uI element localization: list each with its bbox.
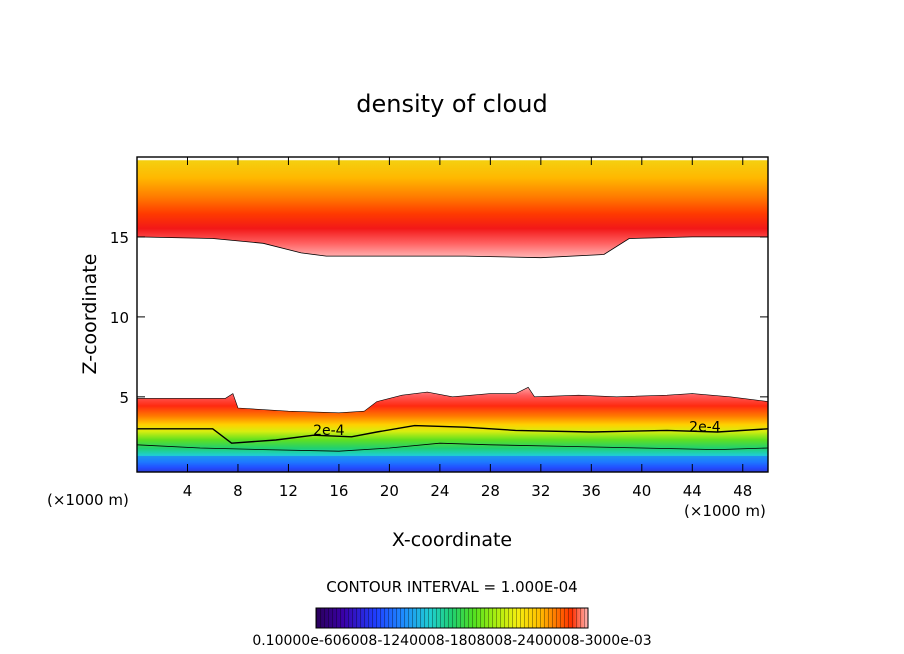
contour-labels: 2e-4 2e-4	[313, 420, 721, 439]
x-axis-label: X-coordinate	[392, 529, 512, 551]
x-tick-label-44: 44	[683, 482, 702, 500]
y-axis-ticks: 5 10 15	[110, 229, 768, 407]
x-tick-label-16: 16	[329, 482, 348, 500]
chart-title: density of cloud	[356, 90, 547, 118]
contour-label-0: 2e-4	[313, 423, 345, 439]
contour-label-1: 2e-4	[689, 420, 721, 436]
x-tick-label-28: 28	[481, 482, 500, 500]
lower-cloud-layer	[137, 387, 768, 472]
upper-cloud-layer	[137, 160, 768, 258]
lower-layer-edge-contour	[137, 386, 768, 414]
contour-line-1e-4	[137, 442, 768, 452]
y-tick-label-15: 15	[110, 229, 129, 247]
x-tick-label-24: 24	[430, 482, 449, 500]
x-tick-label-4: 4	[183, 482, 193, 500]
colorbar-frame	[315, 607, 589, 629]
plot-frame	[136, 156, 769, 473]
x-unit-left: (×1000 m)	[47, 491, 129, 509]
surface-band	[137, 456, 768, 472]
x-tick-label-20: 20	[380, 482, 399, 500]
x-tick-label-40: 40	[632, 482, 651, 500]
plot-area	[137, 160, 768, 472]
x-unit-right: (×1000 m)	[684, 502, 766, 520]
contour-line-2e-4	[137, 424, 768, 444]
upper-layer-edge-contour	[137, 236, 768, 259]
x-axis-ticks: 4 8 12 16 20 24 28 32 36 40 44 48	[183, 157, 752, 500]
x-tick-label-32: 32	[531, 482, 550, 500]
colorbar-tick-labels: 0.10000e-606008-1240008-1808008-2400008-…	[252, 633, 651, 649]
y-axis-label: Z-coordinate	[79, 254, 101, 375]
x-tick-label-12: 12	[279, 482, 298, 500]
y-tick-label-5: 5	[119, 389, 129, 407]
colorbar: 0.10000e-606008-1240008-1808008-2400008-…	[252, 607, 652, 649]
x-tick-label-8: 8	[233, 482, 243, 500]
colorbar-hatching	[316, 608, 588, 628]
x-tick-label-48: 48	[733, 482, 752, 500]
contour-interval-label: CONTOUR INTERVAL = 1.000E-04	[326, 578, 577, 596]
x-tick-label-36: 36	[582, 482, 601, 500]
y-tick-label-10: 10	[110, 309, 129, 327]
